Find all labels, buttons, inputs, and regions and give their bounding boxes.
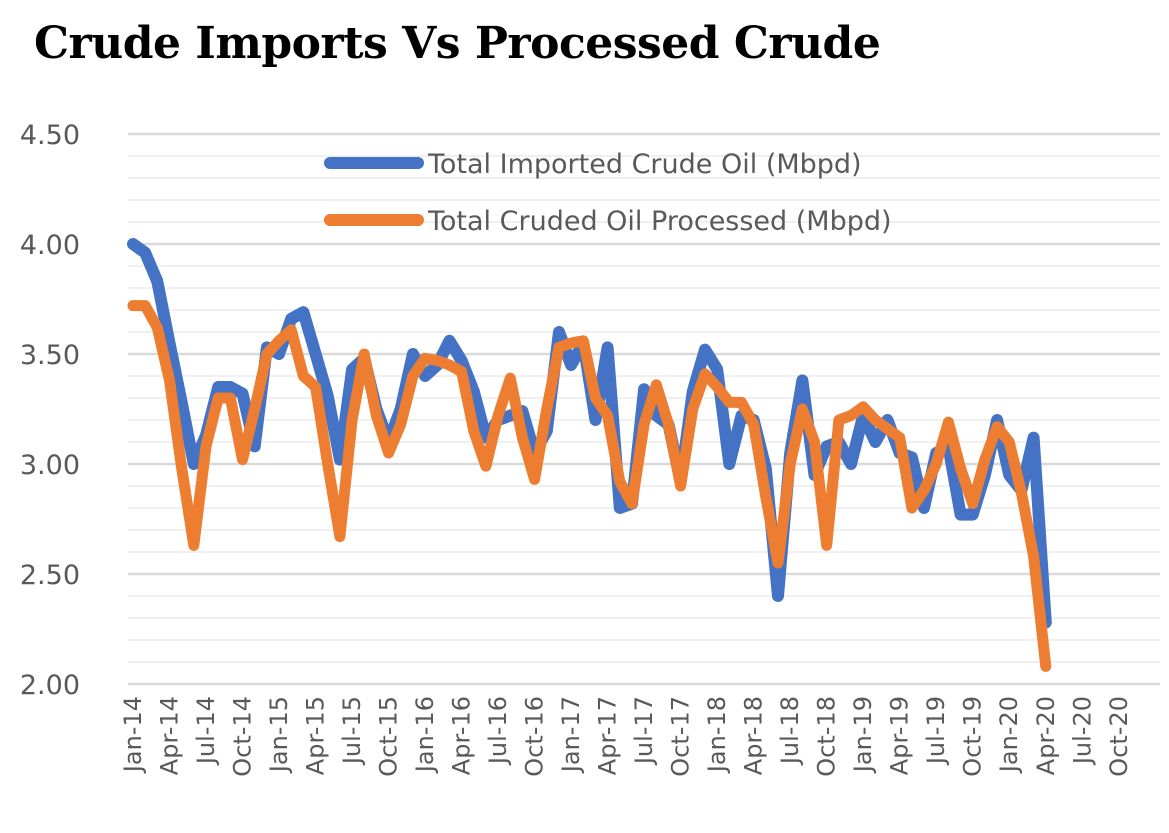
x-tick-label: Oct-20 <box>1105 696 1133 777</box>
x-tick-label: Oct-14 <box>229 696 257 777</box>
x-tick-label: Apr-14 <box>156 696 184 775</box>
x-tick-label: Jan-17 <box>557 696 585 774</box>
x-tick-label: Oct-15 <box>375 696 403 777</box>
y-tick-label: 2.50 <box>20 560 80 591</box>
legend: Total Imported Crude Oil (Mbpd) Total Cru… <box>324 149 892 237</box>
x-tick-label: Jan-18 <box>703 696 731 774</box>
y-tick-label: 4.50 <box>20 120 80 151</box>
x-tick-label: Apr-18 <box>740 696 768 775</box>
x-tick-label: Jan-15 <box>265 696 293 774</box>
x-tick-label: Apr-16 <box>448 696 476 775</box>
series-lines <box>127 238 1052 672</box>
x-tick-label: Oct-16 <box>521 696 549 777</box>
y-tick-label: 2.00 <box>20 670 80 701</box>
x-tick-label: Jan-14 <box>119 696 147 774</box>
series-line-processed <box>127 300 1052 672</box>
y-axis: 2.00 2.50 3.00 3.50 4.00 4.50 <box>20 120 80 701</box>
x-tick-label: Jan-20 <box>995 696 1023 774</box>
x-tick-label: Jul-14 <box>192 696 220 766</box>
x-axis: Jan-14 Apr-14 Jul-14 Oct-14 Jan-15 Apr-15 Jul-… <box>119 696 1133 777</box>
x-tick-label: Jan-16 <box>411 696 439 774</box>
x-tick-label: Apr-19 <box>886 696 914 775</box>
x-tick-label: Oct-19 <box>959 696 987 777</box>
x-tick-label: Apr-17 <box>594 696 622 775</box>
x-tick-label: Oct-17 <box>667 696 695 777</box>
series-line-imported <box>127 238 1052 629</box>
x-tick-label: Jul-19 <box>922 696 950 766</box>
x-tick-label: Jul-17 <box>630 696 658 766</box>
x-tick-label: Oct-18 <box>813 696 841 777</box>
x-tick-label: Jul-16 <box>484 696 512 766</box>
y-tick-label: 4.00 <box>20 230 80 261</box>
legend-label: Total Imported Crude Oil (Mbpd) <box>427 149 862 180</box>
x-tick-label: Jul-20 <box>1068 696 1096 766</box>
legend-label: Total Cruded Oil Processed (Mbpd) <box>427 206 892 237</box>
chart-title: Crude Imports Vs Processed Crude <box>34 18 881 69</box>
x-tick-label: Jul-18 <box>776 696 804 766</box>
y-tick-label: 3.50 <box>20 340 80 371</box>
x-tick-label: Apr-15 <box>302 696 330 775</box>
y-tick-label: 3.00 <box>20 450 80 481</box>
x-tick-label: Apr-20 <box>1032 696 1060 775</box>
x-tick-label: Jan-19 <box>849 696 877 774</box>
x-tick-label: Jul-15 <box>338 696 366 766</box>
